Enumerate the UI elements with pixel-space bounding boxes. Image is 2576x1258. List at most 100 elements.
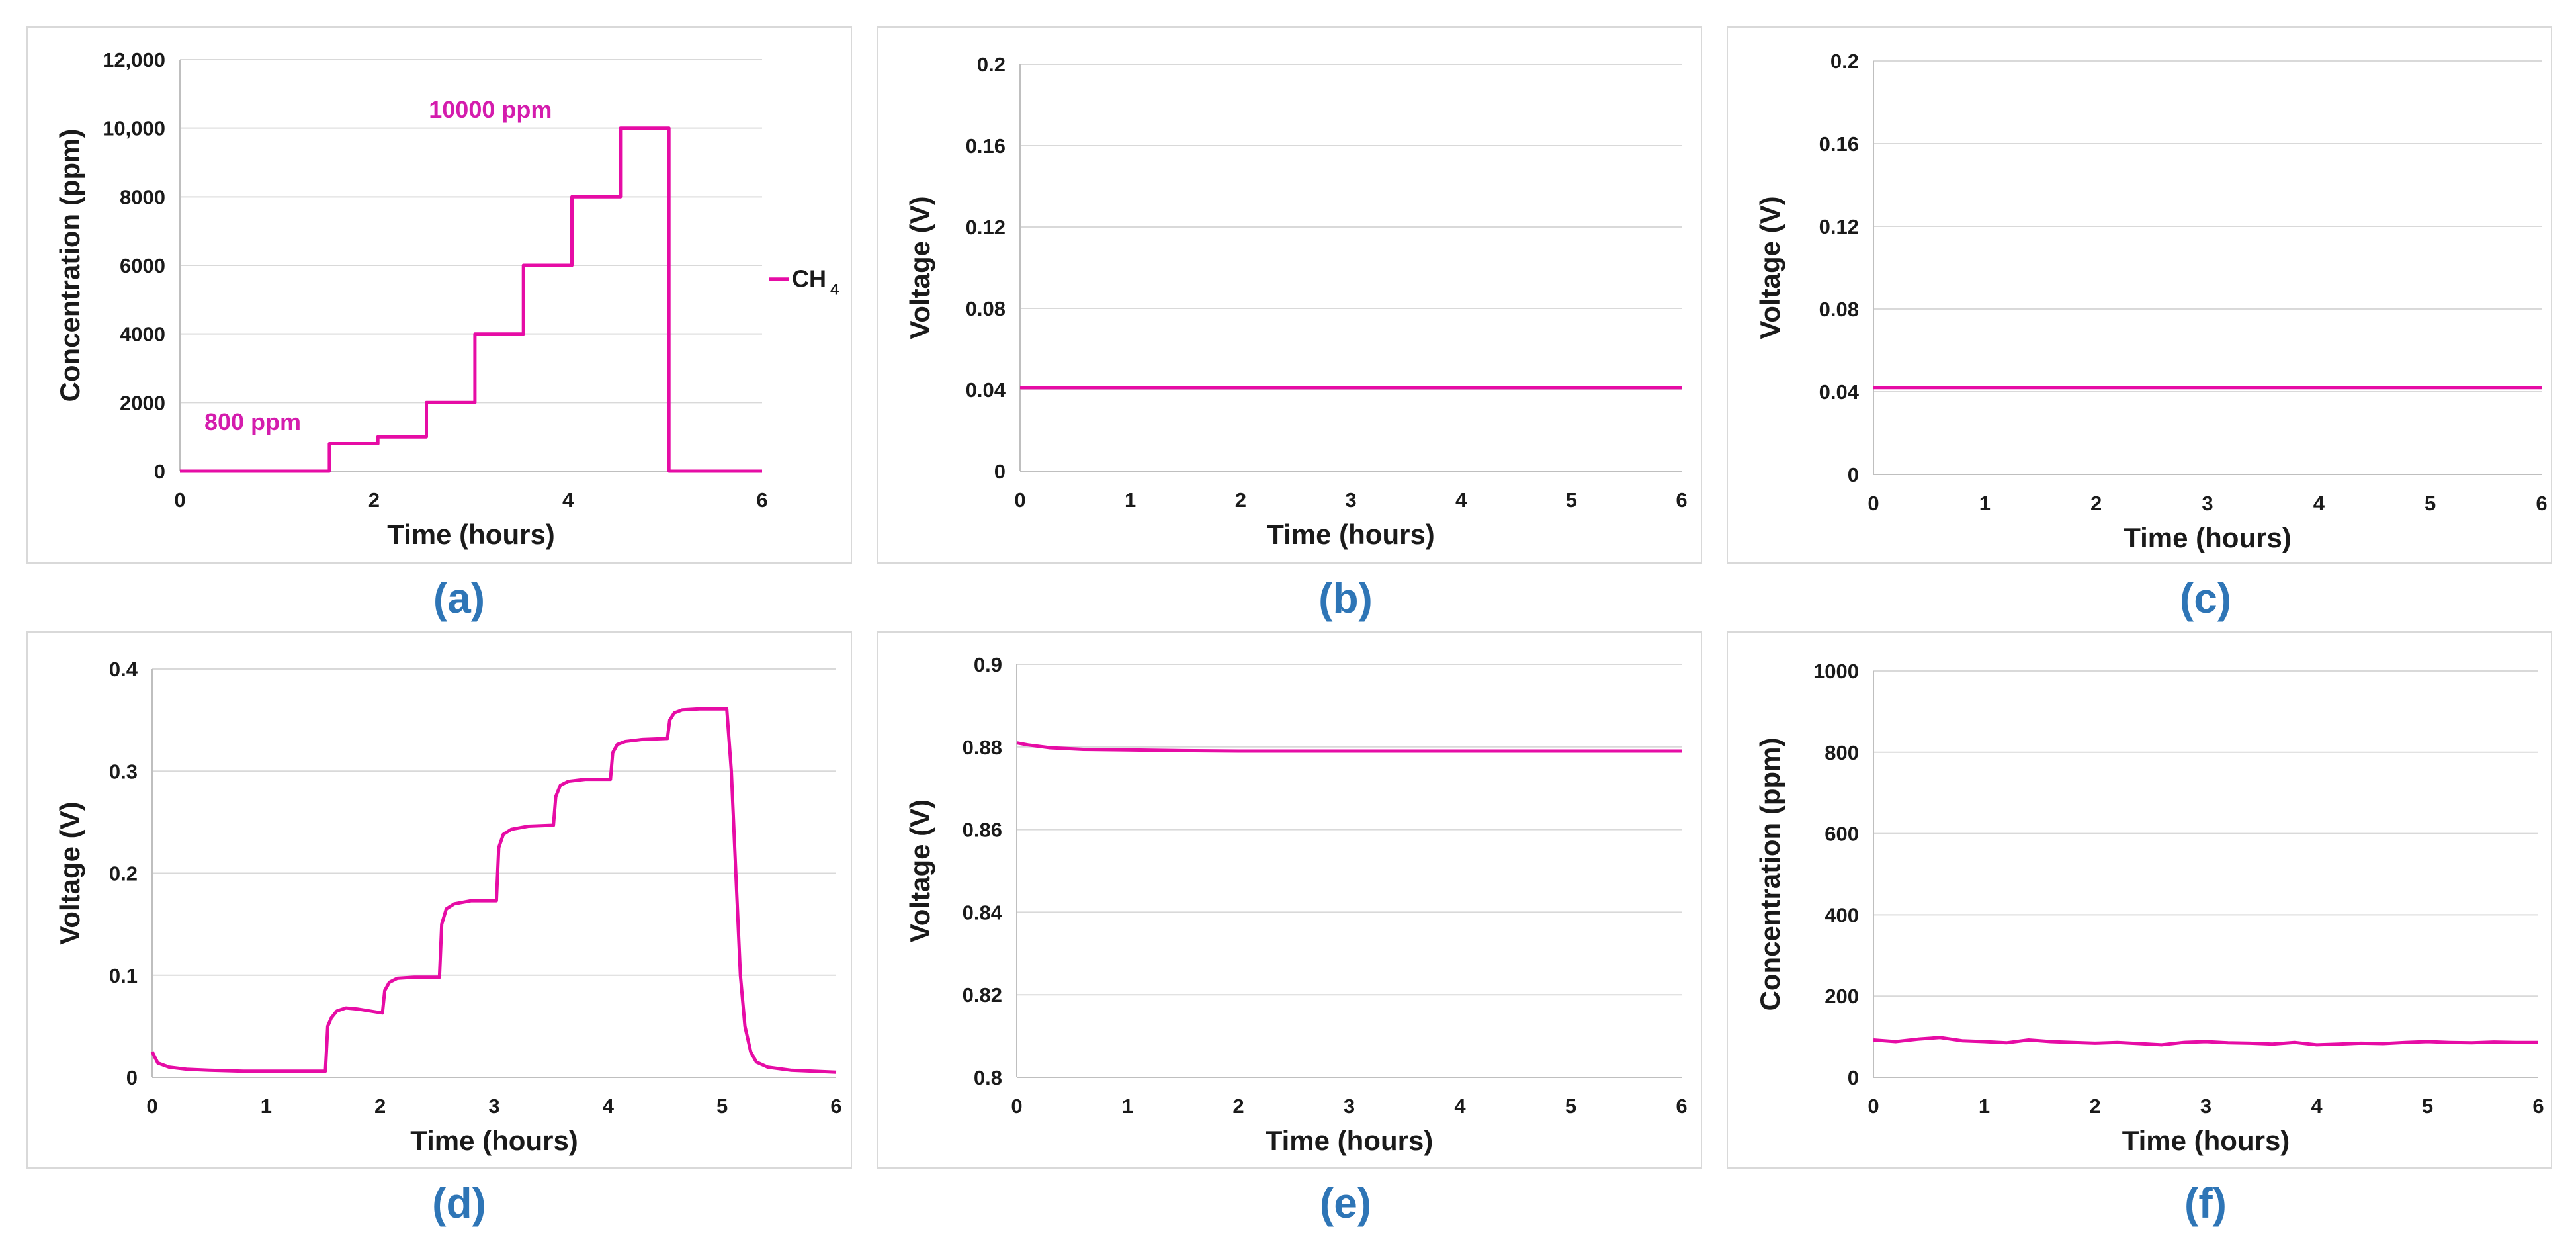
y-tick-label: 400 xyxy=(1825,903,1859,926)
y-tick-label: 12,000 xyxy=(103,48,165,71)
x-axis-title: Time (hours) xyxy=(410,1125,578,1156)
y-tick-label: 800 xyxy=(1825,741,1859,764)
y-axis-title: Voltage (V) xyxy=(1754,196,1785,339)
y-tick-label: 0.04 xyxy=(1819,381,1860,404)
series-line-a xyxy=(180,126,762,473)
y-tick-label: 0 xyxy=(994,460,1006,483)
y-tick-label: 0.16 xyxy=(1819,132,1859,156)
y-tick-label: 0.3 xyxy=(109,760,138,783)
x-axis-title: Time (hours) xyxy=(1266,1125,1434,1156)
x-tick-label: 3 xyxy=(1345,488,1356,512)
x-tick-label: 0 xyxy=(1011,1095,1022,1118)
x-tick-label: 4 xyxy=(2313,492,2325,515)
x-tick-label: 6 xyxy=(756,488,767,512)
y-tick-label: 6000 xyxy=(120,254,165,277)
y-tick-label: 0.84 xyxy=(963,901,1003,924)
x-tick-label: 2 xyxy=(2089,1095,2100,1118)
chart-a-svg: 0 2000 4000 6000 8000 10,000 12,000 0 2 4 6 Time (h… xyxy=(54,48,839,550)
chart-b-svg: 0 0.04 0.08 0.12 0.16 0.2 0 1 2 3 4 5 6 Time (hours) V… xyxy=(904,53,1688,550)
x-tick-label: 4 xyxy=(1455,488,1467,512)
chart-f-svg: 0 200 400 600 800 1000 0 1 2 3 4 5 6 Time (hours) Conc… xyxy=(1754,660,2544,1156)
series-line-e xyxy=(1016,741,1682,753)
x-tick-label: 3 xyxy=(2200,1095,2211,1118)
annotation-label: 800 ppm xyxy=(204,408,301,435)
x-axis-title: Time (hours) xyxy=(2124,522,2292,553)
chart-e-svg: 0.8 0.82 0.84 0.86 0.88 0.9 0 1 2 3 4 5 6 Time (hours… xyxy=(904,653,1688,1156)
y-tick-label: 10,000 xyxy=(103,117,165,140)
y-tick-label: 0 xyxy=(126,1066,138,1089)
x-tick-label: 6 xyxy=(830,1095,841,1118)
x-tick-label: 0 xyxy=(174,488,185,512)
x-tick-label: 1 xyxy=(1979,492,1991,515)
x-tick-label: 3 xyxy=(2202,492,2213,515)
y-tick-label: 0.12 xyxy=(966,216,1006,239)
x-tick-label: 5 xyxy=(2422,1095,2433,1118)
x-tick-label: 5 xyxy=(716,1095,728,1118)
chart-panel-a: 0 2000 4000 6000 8000 10,000 12,000 0 2 4 6 Time (h… xyxy=(26,26,852,564)
chart-panel-f: 0 200 400 600 800 1000 0 1 2 3 4 5 6 Time (hours) Conc… xyxy=(1727,631,2552,1169)
y-tick-label: 0.8 xyxy=(974,1066,1002,1089)
x-tick-label: 1 xyxy=(261,1095,272,1118)
x-tick-label: 2 xyxy=(2090,492,2102,515)
y-tick-label: 600 xyxy=(1825,823,1859,846)
y-tick-label: 0.04 xyxy=(966,379,1006,402)
caption-e: (e) xyxy=(1319,1179,1372,1227)
x-tick-label: 4 xyxy=(1454,1095,1466,1118)
annotation-label: 10000 ppm xyxy=(429,96,552,123)
x-tick-label: 6 xyxy=(1676,1095,1687,1118)
y-tick-label: 0.9 xyxy=(974,653,1002,676)
chart-d-svg: 0 0.1 0.2 0.3 0.4 0 1 2 3 4 5 6 Time (hours) Voltage … xyxy=(54,658,842,1156)
x-tick-label: 5 xyxy=(1565,1095,1576,1118)
x-tick-label: 4 xyxy=(562,488,574,512)
x-tick-label: 2 xyxy=(1235,488,1246,512)
x-tick-label: 6 xyxy=(2532,1095,2544,1118)
y-tick-label: 4000 xyxy=(120,323,165,346)
y-tick-label: 0.08 xyxy=(966,297,1006,320)
y-axis-title: Concentration (ppm) xyxy=(54,129,85,402)
x-tick-label: 2 xyxy=(1232,1095,1244,1118)
x-tick-label: 0 xyxy=(1014,488,1025,512)
y-tick-label: 8000 xyxy=(120,185,165,208)
y-tick-label: 200 xyxy=(1825,985,1859,1008)
y-tick-label: 0.86 xyxy=(963,819,1002,842)
x-tick-label: 6 xyxy=(2536,492,2547,515)
caption-f: (f) xyxy=(2184,1179,2227,1227)
caption-d: (d) xyxy=(432,1179,486,1227)
legend-label: CH xyxy=(792,265,826,292)
x-tick-label: 0 xyxy=(1868,492,1879,515)
x-tick-label: 0 xyxy=(1868,1095,1879,1118)
x-tick-label: 4 xyxy=(2311,1095,2323,1118)
y-tick-label: 0 xyxy=(1848,1066,1859,1089)
y-tick-label: 0.1 xyxy=(109,964,138,987)
y-tick-label: 1000 xyxy=(1813,660,1859,683)
chart-panel-d: 0 0.1 0.2 0.3 0.4 0 1 2 3 4 5 6 Time (hours) Voltage … xyxy=(26,631,852,1169)
x-tick-label: 1 xyxy=(1979,1095,1990,1118)
y-axis-title: Voltage (V) xyxy=(54,801,85,944)
y-tick-label: 0.2 xyxy=(977,53,1006,76)
chart-panel-c: 0 0.04 0.08 0.12 0.16 0.2 0 1 2 3 4 5 6 Time (hours) V… xyxy=(1727,26,2552,564)
y-tick-label: 0.08 xyxy=(1819,298,1859,321)
chart-c-svg: 0 0.04 0.08 0.12 0.16 0.2 0 1 2 3 4 5 6 Time (hours) V… xyxy=(1754,50,2548,553)
y-tick-label: 2000 xyxy=(120,391,165,414)
x-tick-label: 2 xyxy=(374,1095,386,1118)
y-tick-label: 0 xyxy=(154,460,165,483)
y-axis-title: Voltage (V) xyxy=(904,799,935,942)
x-tick-label: 5 xyxy=(1566,488,1577,512)
y-tick-label: 0 xyxy=(1848,463,1859,486)
x-tick-label: 3 xyxy=(488,1095,499,1118)
x-tick-label: 2 xyxy=(368,488,380,512)
chart-panel-e: 0.8 0.82 0.84 0.86 0.88 0.9 0 1 2 3 4 5 6 Time (hours… xyxy=(877,631,1702,1169)
series-line-d xyxy=(150,707,837,1074)
x-axis-title: Time (hours) xyxy=(1267,519,1435,550)
chart-panel-b: 0 0.04 0.08 0.12 0.16 0.2 0 1 2 3 4 5 6 Time (hours) V… xyxy=(877,26,1702,564)
y-tick-label: 0.4 xyxy=(109,658,138,681)
x-tick-label: 4 xyxy=(603,1095,615,1118)
x-axis-title: Time (hours) xyxy=(2122,1125,2290,1156)
y-tick-label: 0.12 xyxy=(1819,215,1859,238)
series-line-f xyxy=(1873,1036,2538,1047)
caption-a: (a) xyxy=(433,574,486,622)
x-axis-title: Time (hours) xyxy=(387,519,555,550)
y-tick-label: 0.82 xyxy=(963,983,1002,1007)
caption-b: (b) xyxy=(1318,574,1373,622)
y-tick-label: 0.2 xyxy=(109,862,138,885)
